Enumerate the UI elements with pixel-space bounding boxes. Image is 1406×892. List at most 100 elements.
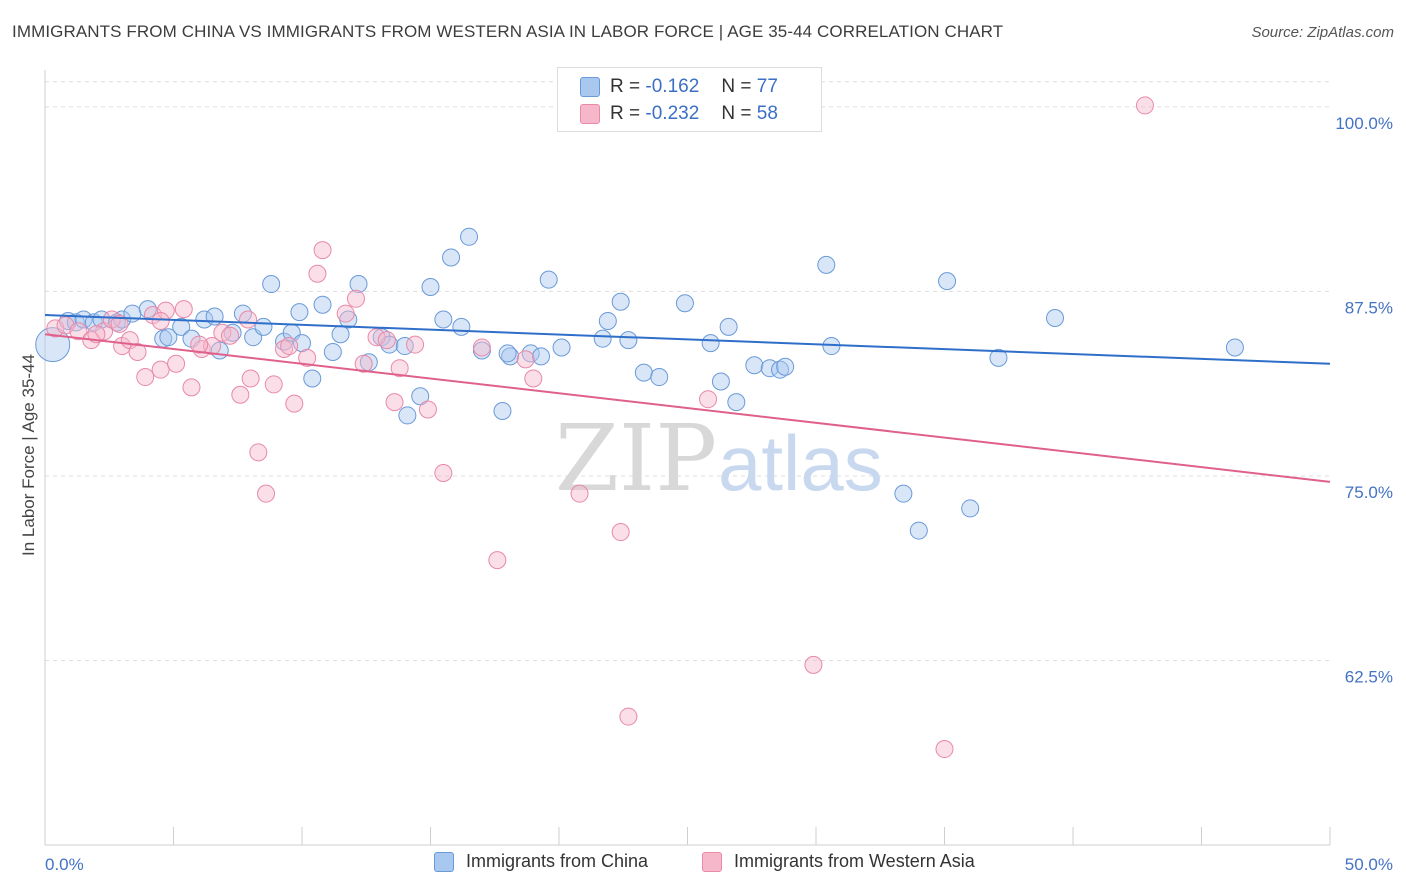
wasia-point <box>182 378 201 397</box>
china-point <box>961 499 980 518</box>
wasia-point <box>69 322 88 341</box>
watermark-zip: ZIP <box>555 405 717 512</box>
series-swatch-wasia <box>702 851 722 872</box>
legend-n-china: 77 <box>756 76 778 97</box>
china-point <box>771 360 790 379</box>
legend-swatch-wasia <box>580 104 600 124</box>
y-tick-label-0: 100.0% <box>1335 114 1393 133</box>
legend-r-china: -0.162 <box>645 76 700 97</box>
wasia-point <box>280 337 299 356</box>
wasia-point <box>699 390 718 409</box>
wasia-point <box>570 484 589 503</box>
china-point <box>521 344 540 363</box>
legend-row-wasia: R = -0.232 N = 58 <box>580 101 778 127</box>
wasia-point <box>804 655 823 674</box>
wasia-point <box>406 335 425 354</box>
china-point <box>442 248 461 267</box>
legend-n-label: N = <box>721 103 752 124</box>
wasia-point <box>346 289 365 308</box>
china-point <box>434 310 453 329</box>
china-point <box>172 317 191 336</box>
series-legend-wasia: Immigrants from Western Asia <box>702 851 975 872</box>
china-point <box>719 317 738 336</box>
tick-labels: 100.0% 87.5% 75.0% 62.5% 0.0% 50.0% <box>45 114 1393 874</box>
watermark: ZIP atlas <box>555 405 883 512</box>
china-point <box>727 393 746 412</box>
x-tick-label-right: 50.0% <box>1345 855 1393 874</box>
correlation-legend: R = -0.162 N = 77 R = -0.232 N = 58 <box>557 67 822 132</box>
china-point <box>138 300 157 319</box>
china-point <box>1225 338 1244 357</box>
wasia-point <box>472 338 491 357</box>
china-point <box>634 363 653 382</box>
china-point <box>909 521 928 540</box>
series-swatch-china <box>434 851 454 872</box>
china-point <box>776 357 795 376</box>
series-legend-china: Immigrants from China <box>434 851 648 872</box>
y-tick-label-2: 75.0% <box>1345 483 1393 502</box>
wasia-point <box>418 400 437 419</box>
china-point <box>593 329 612 348</box>
wasia-point <box>241 369 260 388</box>
legend-r-wasia: -0.232 <box>645 103 700 124</box>
axes <box>44 70 1331 846</box>
china-point <box>894 484 913 503</box>
china-point <box>675 294 694 313</box>
china-point <box>611 292 630 311</box>
wasia-point <box>136 368 155 387</box>
wasia-point <box>354 354 373 373</box>
wasia-point <box>110 314 129 333</box>
china-point <box>313 295 332 314</box>
wasia-trend-line <box>44 333 1331 483</box>
wasia-point <box>935 740 954 759</box>
china-point <box>493 402 512 420</box>
china-point <box>938 272 957 291</box>
wasia-point <box>308 264 327 283</box>
legend-r-label: R = <box>610 103 641 124</box>
wasia-point <box>46 319 65 338</box>
wasia-point <box>377 331 396 350</box>
legend-row-china: R = -0.162 N = 77 <box>580 74 778 100</box>
china-point <box>701 334 720 353</box>
series-name-wasia: Immigrants from Western Asia <box>734 851 975 871</box>
legend-swatch-china <box>580 77 600 97</box>
china-point <box>452 317 471 336</box>
x-tick-label-left: 0.0% <box>45 855 84 874</box>
wasia-point <box>151 360 170 379</box>
wasia-point <box>264 375 283 394</box>
y-tick-label-3: 62.5% <box>1345 667 1393 686</box>
wasia-point <box>249 443 268 462</box>
wasia-point <box>1135 96 1154 115</box>
wasia-point <box>488 551 507 570</box>
y-axis-label: In Labor Force | Age 35-44 <box>19 354 38 556</box>
china-point <box>619 331 638 350</box>
china-point <box>303 369 322 388</box>
china-point <box>262 275 281 294</box>
watermark-atlas: atlas <box>718 419 883 507</box>
wasia-point <box>524 369 543 388</box>
y-tick-label-1: 87.5% <box>1345 298 1393 317</box>
wasia-point <box>336 304 355 323</box>
wasia-point <box>128 342 147 361</box>
wasia-point <box>385 393 404 412</box>
wasia-point <box>167 354 186 373</box>
series-legend: Immigrants from China Immigrants from We… <box>0 851 1406 877</box>
china-point <box>745 356 764 375</box>
china-point <box>398 406 417 425</box>
chart-source: Source: ZipAtlas.com <box>1251 24 1394 41</box>
legend-n-wasia: 58 <box>756 103 778 124</box>
wasia-point <box>151 311 170 330</box>
china-point <box>411 387 430 406</box>
wasia-point <box>285 394 304 413</box>
wasia-point <box>390 359 409 378</box>
wasia-point <box>239 310 258 329</box>
china-point <box>498 344 517 363</box>
china-point <box>552 338 571 357</box>
wasia-point <box>87 325 106 344</box>
china-trend-line <box>44 314 1331 365</box>
china-point <box>501 347 520 366</box>
china-point <box>349 275 368 294</box>
chart-title: IMMIGRANTS FROM CHINA VS IMMIGRANTS FROM… <box>12 22 1004 41</box>
china-point <box>532 347 551 366</box>
